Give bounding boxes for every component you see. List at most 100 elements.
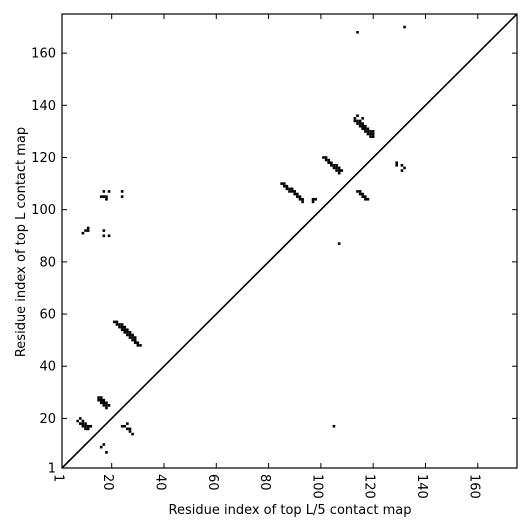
contact-point [89, 424, 93, 428]
contact-point [337, 171, 341, 175]
contact-point [369, 132, 372, 136]
contact-point [102, 401, 106, 405]
contact-point [280, 182, 283, 185]
contact-point [120, 328, 124, 332]
contact-point [361, 192, 365, 196]
contact-point [371, 132, 375, 136]
contact-point [105, 404, 108, 407]
contact-point [123, 325, 127, 329]
x-tick-label: 60 [205, 474, 220, 491]
contact-point [403, 25, 406, 29]
contact-point [330, 164, 333, 167]
contact-point [99, 401, 103, 405]
contact-point [105, 451, 108, 454]
contact-point [128, 331, 132, 334]
contact-point [133, 336, 137, 339]
contact-point [327, 161, 331, 165]
contact-point [366, 197, 370, 201]
x-axis-label: Residue index of top L/5 contact map [169, 503, 412, 518]
contact-point [102, 190, 106, 193]
y-axis-label: Residue index of top L contact map [14, 127, 29, 357]
contact-point [288, 187, 291, 191]
contact-point [133, 338, 137, 342]
contact-point [356, 119, 359, 123]
contact-point [81, 424, 85, 428]
contact-point [371, 135, 375, 138]
contact-point [99, 445, 103, 449]
contact-point [361, 117, 365, 120]
contact-point [118, 325, 121, 329]
x-tick-label: 140 [414, 474, 429, 499]
contact-point [324, 156, 328, 159]
contact-point [120, 325, 124, 329]
contact-point [358, 119, 362, 123]
contact-point [356, 30, 359, 34]
contact-point [86, 226, 90, 230]
contact-point [81, 419, 85, 423]
y-tick-label: 40 [39, 360, 56, 375]
contact-point [356, 114, 359, 118]
contact-point [131, 338, 134, 342]
x-tick-label: 80 [257, 474, 272, 491]
contact-point [324, 158, 328, 162]
contact-point [337, 242, 341, 245]
contact-point [123, 328, 127, 332]
contact-point [395, 164, 399, 167]
x-axis: 1 20 40 60 80 100 120 140 160 [51, 14, 481, 499]
contact-point [115, 320, 119, 324]
contact-point [337, 169, 341, 172]
contact-point [330, 161, 333, 165]
contact-point [356, 122, 359, 125]
contact-point [105, 195, 108, 198]
contact-point [301, 197, 304, 201]
contact-point [99, 396, 103, 399]
contact-point [327, 158, 331, 162]
contact-point [296, 195, 299, 198]
contact-point [120, 190, 124, 193]
contact-point [335, 169, 338, 172]
contact-point [97, 396, 100, 399]
contact-point [395, 161, 399, 165]
contact-point [84, 427, 87, 431]
contact-point [298, 197, 302, 201]
contact-point [296, 192, 299, 196]
x-tick-label: 1 [51, 474, 66, 482]
contact-point [364, 195, 367, 198]
contact-point [99, 398, 103, 402]
contact-point [337, 166, 341, 170]
y-tick-label: 80 [39, 255, 56, 270]
contact-point [332, 166, 336, 170]
contact-point [282, 182, 286, 185]
contact-point [322, 156, 325, 159]
contact-point [120, 195, 124, 198]
contact-point [126, 328, 129, 332]
contact-point [126, 422, 129, 425]
contact-point [371, 130, 375, 133]
points-layer [76, 25, 406, 454]
contact-point [366, 132, 370, 136]
y-tick-label: 160 [31, 47, 56, 62]
contact-point [298, 195, 302, 198]
contact-point [79, 422, 82, 425]
contact-point [290, 190, 294, 193]
contact-point [126, 331, 129, 334]
contact-point [84, 422, 87, 425]
contact-point [369, 135, 372, 138]
contact-point [128, 430, 132, 433]
x-tick-label: 160 [466, 474, 481, 499]
contact-point [105, 197, 108, 201]
contact-point [293, 190, 297, 193]
y-tick-label: 140 [31, 99, 56, 114]
contact-point [126, 333, 129, 337]
contact-point [81, 231, 85, 235]
contact-point [335, 166, 338, 170]
x-tick-label: 20 [100, 474, 115, 491]
contact-point [285, 187, 289, 191]
contact-point [102, 398, 106, 402]
contact-point [400, 169, 404, 172]
contact-point [81, 422, 85, 425]
contact-point [353, 119, 357, 123]
contact-point [364, 197, 367, 201]
contact-point [107, 234, 111, 238]
